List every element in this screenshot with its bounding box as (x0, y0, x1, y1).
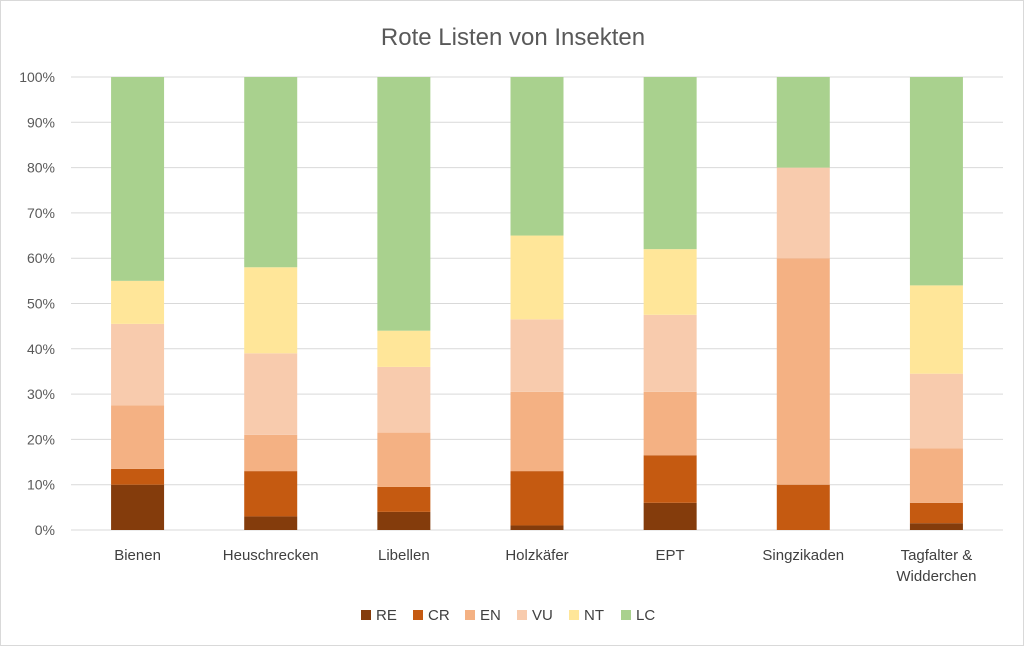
legend-label-nt: NT (584, 607, 604, 624)
bar-segment-vu (909, 373, 963, 449)
legend-swatch-lc (621, 610, 631, 620)
chart-title: Rote Listen von Insekten (381, 24, 645, 51)
bar-segment-cr (643, 455, 697, 503)
bar-segment-vu (377, 366, 431, 433)
bar-segment-en (909, 448, 963, 503)
bar-segment-re (510, 525, 564, 530)
bar-segment-cr (909, 502, 963, 524)
y-tick-label: 30% (27, 386, 55, 402)
y-tick-label: 20% (27, 431, 55, 447)
y-tick-label: 0% (35, 522, 55, 538)
legend-label-en: EN (480, 607, 501, 624)
legend: RE CR EN VU NT LC (361, 607, 655, 624)
legend-label-vu: VU (532, 607, 553, 624)
bar-segment-en (776, 258, 830, 485)
bar-segment-cr (244, 471, 298, 517)
bar-segment-cr (377, 486, 431, 512)
legend-swatch-vu (517, 610, 527, 620)
bar-segment-nt (909, 285, 963, 374)
bar-segment-lc (377, 77, 431, 331)
bar-segment-re (111, 484, 165, 530)
x-category-label: Singzikaden (762, 547, 844, 564)
legend-label-re: RE (376, 607, 397, 624)
bar-segment-en (510, 391, 564, 472)
bar-segment-lc (776, 77, 830, 168)
legend-label-cr: CR (428, 607, 450, 624)
x-category-label: Bienen (114, 547, 161, 564)
bar-segment-re (377, 511, 431, 530)
bar-segment-re (244, 516, 298, 530)
bar-segment-re (643, 502, 697, 530)
bar-segment-nt (377, 330, 431, 367)
y-tick-label: 100% (19, 69, 55, 85)
bar-segment-lc (510, 77, 564, 236)
bar-segment-en (643, 391, 697, 456)
bar-segment-vu (244, 353, 298, 435)
bar-segment-vu (510, 319, 564, 392)
y-tick-label: 80% (27, 160, 55, 176)
bar-segment-en (377, 432, 431, 487)
bars (111, 77, 963, 530)
bar-segment-nt (510, 235, 564, 320)
bar-segment-cr (776, 484, 830, 530)
x-category-label: Tagfalter & Widderchen (896, 547, 976, 585)
legend-swatch-nt (569, 610, 579, 620)
legend-label-lc: LC (636, 607, 655, 624)
bar-segment-lc (244, 77, 298, 268)
y-tick-label: 60% (27, 250, 55, 266)
bar-segment-vu (643, 314, 697, 392)
bar-segment-nt (244, 267, 298, 354)
x-category-label: Heuschrecken (223, 547, 319, 564)
x-category-label: Libellen (378, 547, 430, 564)
bar-segment-vu (776, 167, 830, 259)
bar-segment-nt (643, 249, 697, 315)
legend-swatch-cr (413, 610, 423, 620)
x-category-label: Holzkäfer (505, 547, 568, 564)
x-category-label: EPT (656, 547, 685, 564)
legend-swatch-re (361, 610, 371, 620)
y-tick-label: 10% (27, 477, 55, 493)
bar-segment-lc (111, 77, 165, 281)
bar-segment-vu (111, 323, 165, 406)
bar-segment-lc (643, 77, 697, 250)
legend-swatch-en (465, 610, 475, 620)
y-tick-label: 70% (27, 205, 55, 221)
y-tick-label: 50% (27, 296, 55, 312)
y-axis-ticks: 0% 10% 20% 30% 40% 50% 60% 70% 80% 90% 100% (19, 69, 55, 538)
bar-segment-nt (111, 280, 165, 324)
y-tick-label: 40% (27, 341, 55, 357)
bar-segment-lc (909, 77, 963, 286)
bar-segment-cr (510, 471, 564, 526)
bar-segment-cr (111, 468, 165, 485)
bar-segment-en (111, 405, 165, 469)
bar-segment-en (244, 434, 298, 472)
y-tick-label: 90% (27, 114, 55, 130)
bar-segment-re (909, 523, 963, 530)
x-axis-categories: Bienen Heuschrecken Libellen Holzkäfer EPT Si… (114, 547, 976, 585)
